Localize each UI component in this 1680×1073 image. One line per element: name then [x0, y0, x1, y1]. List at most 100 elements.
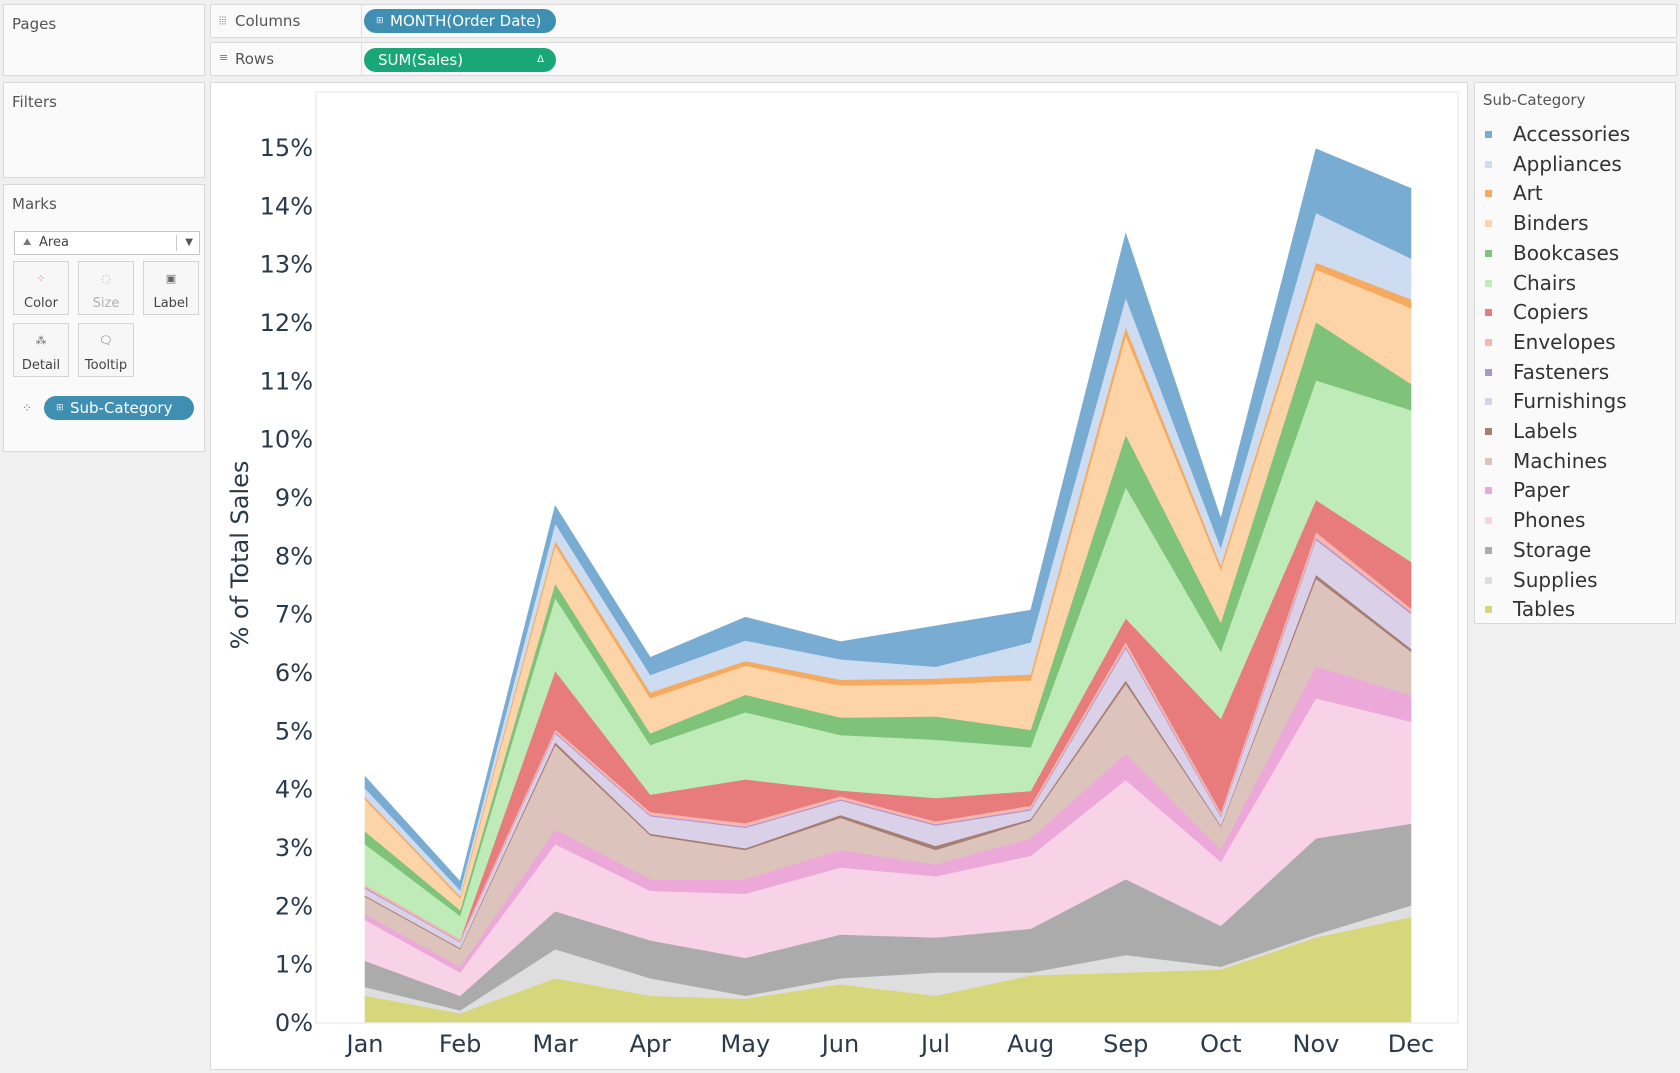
y-tick-label: 13%: [260, 251, 313, 279]
y-tick-label: 10%: [260, 426, 313, 454]
area-series-group: [364, 148, 1412, 1023]
x-tick-label: Apr: [630, 1030, 672, 1058]
x-tick-label: Jan: [345, 1030, 384, 1058]
discrete-date-icon: ⊞: [376, 16, 384, 26]
rows-pill-label: SUM(Sales): [378, 51, 464, 69]
marks-label-button[interactable]: ▣ Label: [143, 261, 199, 315]
legend-label: Tables: [1513, 597, 1576, 622]
label-icon: ▣: [165, 272, 177, 285]
y-axis-ticks: 0% 1% 2% 3% 4% 5% 6% 7% 8% 9% 10% 11% 12% 13% 14% 15%: [260, 134, 313, 1037]
dimension-icon: ⊞: [56, 403, 64, 413]
columns-pill-label: MONTH(Order Date): [390, 12, 542, 30]
columns-shelf[interactable]: ⦙⦙⦙ Columns ⊞ MONTH(Order Date): [210, 4, 1677, 38]
chevron-down-icon: ▼: [185, 237, 193, 248]
tooltip-icon: 🗨: [99, 334, 113, 347]
y-tick-label: 8%: [275, 542, 313, 570]
table-calc-delta-icon: Δ: [537, 54, 544, 65]
y-tick-label: 0%: [275, 1009, 313, 1037]
filters-title: Filters: [12, 93, 57, 111]
marks-title: Marks: [12, 195, 57, 213]
size-button-label: Size: [92, 296, 120, 311]
subcategory-color-pill[interactable]: ⊞ Sub-Category: [44, 396, 194, 420]
legend-label: Envelopes: [1513, 329, 1616, 354]
size-icon: ◌: [101, 272, 111, 285]
color-dots-icon: ⁘: [36, 272, 46, 285]
y-tick-label: 12%: [260, 309, 313, 337]
x-tick-label: Mar: [533, 1030, 578, 1058]
x-tick-label: Oct: [1200, 1030, 1242, 1058]
legend-swatch: [1485, 428, 1492, 435]
legend-swatch: [1485, 309, 1492, 317]
marks-detail-button[interactable]: ⁂ Detail: [13, 323, 69, 377]
legend-label: Bookcases: [1513, 240, 1620, 265]
shelf-divider: [361, 43, 362, 75]
legend-label: Copiers: [1513, 300, 1589, 325]
dropdown-divider: [176, 235, 177, 251]
x-tick-label: Feb: [439, 1030, 482, 1058]
y-tick-label: 4%: [275, 776, 313, 804]
legend-label: Paper: [1513, 478, 1570, 503]
legend-swatch: [1485, 190, 1492, 198]
color-encoding-icon: ⁘: [22, 401, 33, 415]
marks-color-button[interactable]: ⁘ Color: [13, 261, 69, 315]
x-tick-label: Jun: [820, 1030, 860, 1058]
detail-button-label: Detail: [21, 358, 61, 373]
legend-label: Phones: [1513, 508, 1586, 533]
legend-swatch: [1485, 368, 1492, 376]
legend-swatch: [1485, 338, 1492, 346]
tooltip-button-label: Tooltip: [84, 358, 128, 373]
y-tick-label: 1%: [275, 951, 313, 979]
x-tick-label: Jul: [919, 1030, 950, 1058]
x-axis-ticks: Jan Feb Mar Apr May Jun Jul Aug Sep Oct Nov Dec: [345, 1030, 1435, 1058]
legend-label: Machines: [1513, 448, 1608, 473]
legend-swatch: [1485, 220, 1492, 228]
marks-size-button[interactable]: ◌ Size: [78, 261, 134, 315]
y-tick-label: 3%: [275, 834, 313, 862]
y-tick-label: 15%: [260, 134, 313, 162]
legend-swatch: [1485, 517, 1492, 525]
pages-title: Pages: [12, 15, 57, 33]
color-legend[interactable]: Sub-Category Accessories Appliances Art Bin…: [1474, 82, 1676, 624]
area-accessories[interactable]: [364, 148, 1412, 891]
y-tick-label: 9%: [275, 484, 313, 512]
legend-swatch: [1485, 487, 1492, 495]
x-tick-label: May: [721, 1030, 771, 1058]
x-tick-label: Nov: [1292, 1030, 1339, 1058]
mark-type-value: Area: [39, 235, 69, 250]
y-tick-label: 11%: [260, 367, 313, 395]
legend-swatch: [1485, 160, 1492, 168]
detail-icon: ⁂: [35, 334, 47, 347]
legend-title: Sub-Category: [1483, 91, 1586, 109]
columns-label: Columns: [235, 12, 301, 30]
y-axis-title: % of Total Sales: [226, 461, 254, 650]
columns-icon: ⦙⦙⦙: [219, 14, 227, 27]
legend-label: Appliances: [1513, 151, 1622, 176]
mark-type-dropdown[interactable]: ⛰ Area ▼: [14, 231, 200, 255]
legend-label: Chairs: [1513, 270, 1577, 295]
legend-label: Furnishings: [1513, 389, 1627, 414]
y-tick-label: 7%: [275, 601, 313, 629]
rows-pill-sum-sales[interactable]: SUM(Sales) Δ: [364, 48, 556, 72]
legend-swatch: [1485, 249, 1492, 257]
legend-swatch: [1485, 398, 1492, 406]
y-tick-label: 6%: [275, 659, 313, 687]
rows-shelf[interactable]: ≡ Rows SUM(Sales) Δ: [210, 42, 1677, 76]
legend-label: Fasteners: [1513, 359, 1610, 384]
pages-card[interactable]: Pages: [3, 4, 205, 76]
legend-swatch: [1485, 131, 1492, 138]
columns-pill-month-order-date[interactable]: ⊞ MONTH(Order Date): [364, 9, 556, 33]
y-tick-label: 2%: [275, 892, 313, 920]
marks-tooltip-button[interactable]: 🗨 Tooltip: [78, 323, 134, 377]
marks-card: Marks ⛰ Area ▼ ⁘ Color ◌ Size ▣ Label ⁂ …: [3, 184, 205, 452]
legend-swatch: [1485, 546, 1492, 554]
shelf-divider: [361, 5, 362, 37]
y-tick-label: 5%: [275, 717, 313, 745]
legend-swatch: [1485, 576, 1492, 584]
rows-label: Rows: [235, 50, 275, 68]
legend-swatch: [1485, 606, 1492, 614]
area-chart-icon: ⛰: [23, 237, 32, 248]
legend-swatch: [1485, 279, 1492, 287]
x-tick-label: Aug: [1007, 1030, 1054, 1058]
filters-card[interactable]: Filters: [3, 82, 205, 178]
